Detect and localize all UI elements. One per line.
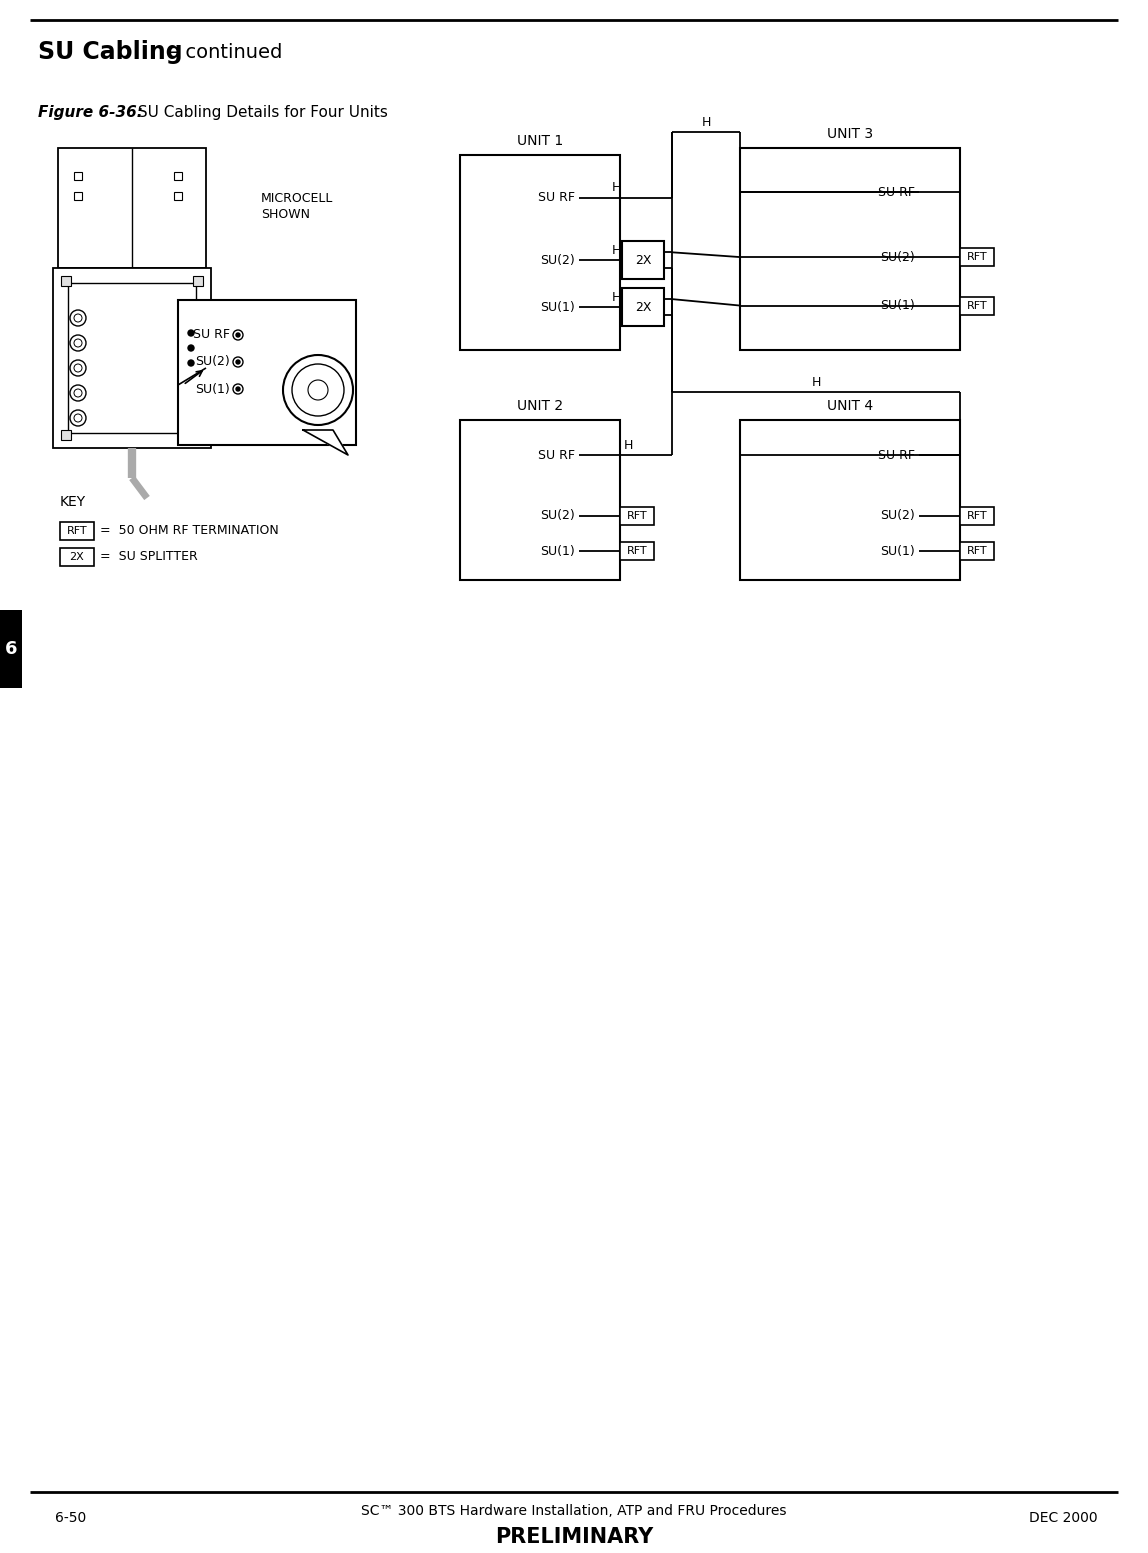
Text: UNIT 3: UNIT 3 [827, 127, 874, 141]
Text: 2X: 2X [70, 551, 84, 562]
Text: 2X: 2X [635, 253, 651, 267]
Text: UNIT 1: UNIT 1 [517, 134, 564, 148]
Text: SU(2): SU(2) [881, 509, 915, 522]
Bar [61, 430, 71, 439]
Circle shape [236, 387, 240, 391]
Text: =  50 OHM RF TERMINATION: = 50 OHM RF TERMINATION [100, 525, 279, 537]
Text: RFT: RFT [67, 526, 87, 536]
Text: RFT: RFT [967, 547, 987, 556]
Text: SU(2): SU(2) [881, 250, 915, 264]
Bar [73, 172, 82, 180]
Text: SHOWN: SHOWN [261, 208, 310, 221]
Text: H: H [625, 438, 634, 452]
Bar [53, 269, 211, 447]
Bar [960, 506, 994, 525]
Text: SU Cabling: SU Cabling [38, 40, 183, 64]
Text: SU RF: SU RF [538, 191, 575, 205]
Circle shape [236, 360, 240, 363]
Text: RFT: RFT [627, 511, 647, 520]
Text: =  SU SPLITTER: = SU SPLITTER [100, 550, 197, 564]
Bar [60, 522, 94, 540]
Text: – continued: – continued [163, 42, 282, 62]
Text: Figure 6-36:: Figure 6-36: [38, 104, 142, 120]
Bar [178, 300, 356, 446]
Bar [460, 155, 620, 349]
Text: SU(2): SU(2) [541, 509, 575, 522]
Bar [622, 241, 664, 280]
Bar [73, 193, 82, 200]
Bar [620, 506, 654, 525]
Circle shape [188, 329, 194, 335]
Polygon shape [303, 430, 348, 455]
Bar [193, 430, 203, 439]
Bar [622, 289, 664, 326]
Text: RFT: RFT [967, 252, 987, 262]
Bar [68, 283, 196, 433]
Bar [61, 276, 71, 286]
Text: PRELIMINARY: PRELIMINARY [495, 1527, 653, 1547]
Text: SU RF: SU RF [193, 329, 230, 342]
Text: SU(1): SU(1) [541, 301, 575, 314]
Text: H: H [612, 182, 621, 194]
Text: H: H [612, 290, 621, 303]
Bar [620, 542, 654, 561]
Circle shape [188, 345, 194, 351]
Text: H: H [812, 376, 821, 388]
Text: SU RF: SU RF [878, 449, 915, 461]
Text: RFT: RFT [967, 511, 987, 520]
Text: UNIT 4: UNIT 4 [827, 399, 874, 413]
Text: UNIT 2: UNIT 2 [517, 399, 563, 413]
Circle shape [236, 332, 240, 337]
Text: RFT: RFT [627, 547, 647, 556]
Text: MICROCELL: MICROCELL [261, 191, 333, 205]
Bar [193, 276, 203, 286]
Circle shape [188, 360, 194, 367]
Text: SU(2): SU(2) [195, 356, 230, 368]
Bar [740, 148, 960, 349]
Text: SU RF: SU RF [878, 186, 915, 199]
Text: SU(1): SU(1) [881, 545, 915, 558]
Text: RFT: RFT [967, 301, 987, 311]
Text: 6-50: 6-50 [55, 1511, 86, 1525]
Bar [960, 542, 994, 561]
Text: DEC 2000: DEC 2000 [1030, 1511, 1097, 1525]
Text: 2X: 2X [635, 301, 651, 314]
Bar [460, 419, 620, 579]
Text: H: H [701, 115, 711, 129]
Text: SU(1): SU(1) [541, 545, 575, 558]
Bar [174, 172, 183, 180]
Bar [960, 248, 994, 266]
Text: SU(1): SU(1) [195, 382, 230, 396]
Text: SU Cabling Details for Four Units: SU Cabling Details for Four Units [133, 104, 388, 120]
Bar [60, 548, 94, 565]
Text: SU(2): SU(2) [541, 253, 575, 267]
Bar [740, 419, 960, 579]
Bar [0, 610, 22, 688]
Text: 6: 6 [5, 640, 17, 658]
Bar [174, 193, 183, 200]
Text: SC™ 300 BTS Hardware Installation, ATP and FRU Procedures: SC™ 300 BTS Hardware Installation, ATP a… [362, 1503, 786, 1517]
Text: H: H [612, 244, 621, 256]
Text: SU(1): SU(1) [881, 300, 915, 312]
Text: SU RF: SU RF [538, 449, 575, 461]
Bar [960, 297, 994, 315]
Text: KEY: KEY [60, 495, 86, 509]
Bar [59, 148, 205, 269]
